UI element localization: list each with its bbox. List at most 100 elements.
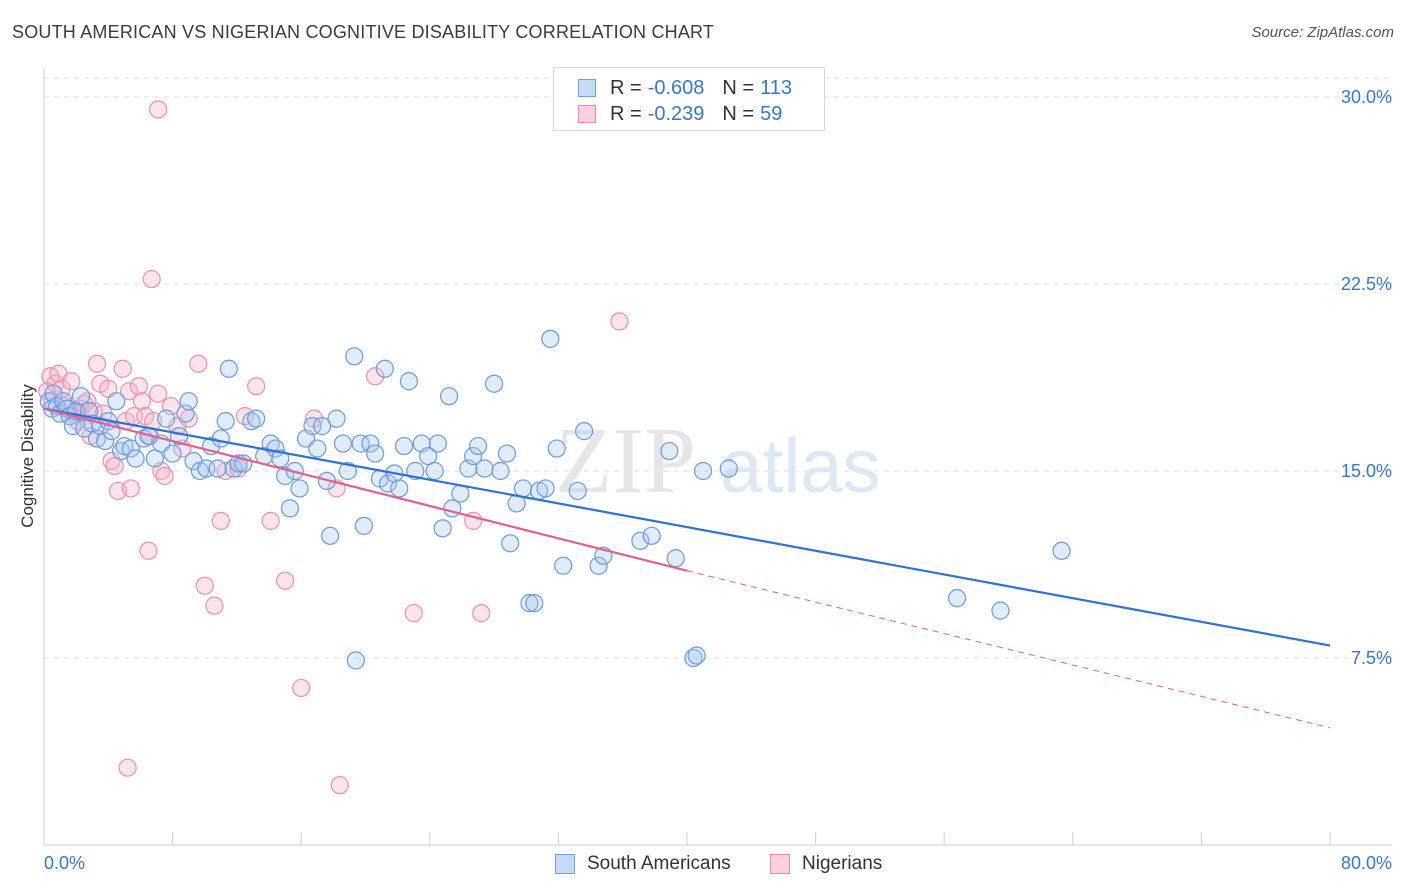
trend-line-south bbox=[43, 407, 1331, 647]
data-point-nigerian bbox=[155, 466, 174, 486]
data-point-south bbox=[536, 479, 555, 498]
data-point-south bbox=[947, 589, 967, 608]
data-point-south bbox=[242, 412, 261, 431]
data-point-south bbox=[520, 594, 539, 613]
data-point-nigerian bbox=[132, 392, 152, 411]
trend-line-nigerian bbox=[43, 407, 688, 572]
data-point-south bbox=[375, 359, 394, 378]
legend-r-value: -0.608 bbox=[647, 76, 705, 99]
data-point-south bbox=[687, 646, 706, 665]
data-point-south bbox=[219, 359, 238, 378]
data-point-south bbox=[554, 556, 573, 575]
data-point-south bbox=[485, 374, 504, 393]
data-point-south bbox=[425, 461, 444, 481]
data-point-south bbox=[333, 434, 353, 453]
data-point-south bbox=[126, 449, 145, 468]
data-point-nigerian bbox=[118, 758, 137, 777]
tick-label-layer: 7.5% 15.0% 22.5% 30.0% 0.0% 80.0% bbox=[44, 87, 1392, 873]
data-point-south bbox=[308, 439, 327, 458]
bottom-legend-south: South Americans bbox=[555, 852, 731, 876]
data-point-nigerian bbox=[121, 479, 140, 498]
data-point-south bbox=[439, 387, 459, 406]
data-point-south bbox=[419, 446, 438, 466]
data-point-nigerian bbox=[404, 604, 423, 623]
data-point-nigerian bbox=[105, 456, 124, 476]
data-point-south bbox=[271, 449, 290, 468]
data-point-south bbox=[390, 479, 409, 498]
data-point-south bbox=[366, 444, 385, 463]
data-point-south bbox=[107, 392, 126, 411]
data-point-nigerian bbox=[149, 100, 168, 119]
data-point-south bbox=[247, 409, 266, 428]
axis-layer bbox=[43, 68, 1392, 846]
chart-source: Source: ZipAtlas.com bbox=[1251, 24, 1394, 41]
data-point-south bbox=[394, 436, 414, 456]
y-tick-label: 30.0% bbox=[1341, 87, 1392, 107]
data-point-south bbox=[399, 372, 419, 391]
x-tick-label: 80.0% bbox=[1341, 853, 1392, 873]
data-point-south bbox=[568, 481, 587, 501]
data-point-south bbox=[513, 479, 533, 498]
data-point-nigerian bbox=[120, 382, 139, 401]
legend-row-south: R = -0.608 N = 113 bbox=[578, 76, 792, 100]
data-point-nigerian bbox=[205, 596, 224, 615]
data-point-south bbox=[719, 459, 738, 478]
data-point-south bbox=[666, 549, 685, 568]
trend-layer bbox=[43, 407, 1331, 729]
data-point-south bbox=[71, 387, 91, 406]
data-point-south bbox=[642, 526, 661, 545]
data-point-nigerian bbox=[292, 678, 311, 698]
legend-r-label: R = bbox=[610, 76, 642, 99]
y-tick-label: 22.5% bbox=[1341, 274, 1392, 294]
data-point-south bbox=[1052, 541, 1071, 560]
data-point-south bbox=[525, 594, 544, 613]
data-point-south bbox=[290, 479, 309, 498]
data-point-south bbox=[468, 436, 488, 456]
data-point-nigerian bbox=[261, 511, 280, 530]
legend-n-value: 59 bbox=[760, 102, 783, 125]
data-point-south bbox=[631, 531, 650, 550]
bottom-legend-nigerian: Nigerians bbox=[770, 852, 882, 876]
y-tick-label: 7.5% bbox=[1351, 648, 1392, 668]
grid-layer bbox=[44, 77, 1392, 659]
x-tick-label: 0.0% bbox=[44, 853, 85, 873]
data-point-south bbox=[276, 466, 295, 486]
correlation-legend: R = -0.608 N = 113 R = -0.239 N = 59 bbox=[553, 67, 825, 131]
data-point-south bbox=[433, 519, 452, 538]
data-point-south bbox=[345, 347, 364, 366]
data-point-nigerian bbox=[229, 459, 248, 478]
legend-r-value: -0.239 bbox=[647, 102, 705, 125]
data-point-south bbox=[354, 516, 373, 535]
legend-row-nigerian: R = -0.239 N = 59 bbox=[578, 102, 782, 126]
data-point-nigerian bbox=[129, 377, 148, 396]
watermark-atlas: atlas bbox=[720, 424, 881, 509]
data-point-south bbox=[216, 412, 235, 431]
data-point-south bbox=[338, 461, 357, 481]
data-point-south bbox=[547, 439, 566, 458]
data-point-south bbox=[660, 441, 679, 461]
data-point-south bbox=[312, 417, 332, 436]
data-point-nigerian bbox=[139, 541, 158, 560]
data-point-south bbox=[163, 444, 182, 463]
bottom-legend-swatch-nigerian bbox=[770, 854, 790, 874]
data-point-south bbox=[145, 449, 165, 468]
chart-title: SOUTH AMERICAN VS NIGERIAN COGNITIVE DIS… bbox=[12, 22, 715, 42]
legend-r-label: R = bbox=[610, 102, 642, 125]
data-point-south bbox=[378, 474, 398, 493]
data-point-south bbox=[179, 392, 198, 411]
bottom-legend-swatch-south bbox=[555, 854, 575, 874]
legend-n-label: N = bbox=[722, 76, 755, 99]
legend-n-label: N = bbox=[722, 102, 755, 125]
data-point-south bbox=[491, 461, 510, 481]
data-point-south bbox=[501, 534, 520, 553]
data-point-south bbox=[464, 446, 483, 466]
data-point-south bbox=[321, 526, 340, 545]
data-point-south bbox=[361, 434, 380, 453]
data-point-nigerian bbox=[366, 367, 385, 386]
data-point-south bbox=[261, 434, 280, 453]
legend-swatch-nigerian bbox=[578, 105, 596, 123]
data-point-south bbox=[684, 648, 703, 668]
data-point-nigerian bbox=[87, 354, 107, 373]
data-point-nigerian bbox=[113, 359, 132, 378]
